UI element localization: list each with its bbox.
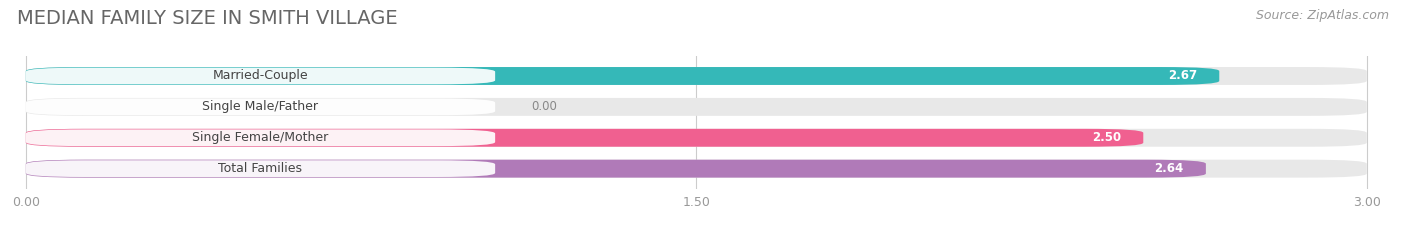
Text: 0.00: 0.00	[531, 100, 557, 113]
FancyBboxPatch shape	[25, 98, 1367, 116]
Text: 2.67: 2.67	[1168, 69, 1197, 82]
FancyBboxPatch shape	[25, 160, 1367, 178]
FancyBboxPatch shape	[25, 99, 495, 115]
Text: MEDIAN FAMILY SIZE IN SMITH VILLAGE: MEDIAN FAMILY SIZE IN SMITH VILLAGE	[17, 9, 398, 28]
FancyBboxPatch shape	[25, 160, 1206, 178]
FancyBboxPatch shape	[25, 129, 495, 146]
Text: 2.50: 2.50	[1092, 131, 1121, 144]
Text: 2.64: 2.64	[1154, 162, 1184, 175]
Text: Total Families: Total Families	[218, 162, 302, 175]
FancyBboxPatch shape	[25, 68, 495, 84]
Text: Single Female/Mother: Single Female/Mother	[193, 131, 329, 144]
FancyBboxPatch shape	[25, 129, 1143, 147]
FancyBboxPatch shape	[25, 129, 1367, 147]
Text: Single Male/Father: Single Male/Father	[202, 100, 319, 113]
FancyBboxPatch shape	[25, 67, 1367, 85]
FancyBboxPatch shape	[25, 67, 1219, 85]
FancyBboxPatch shape	[25, 160, 495, 177]
Text: Source: ZipAtlas.com: Source: ZipAtlas.com	[1256, 9, 1389, 22]
Text: Married-Couple: Married-Couple	[212, 69, 308, 82]
